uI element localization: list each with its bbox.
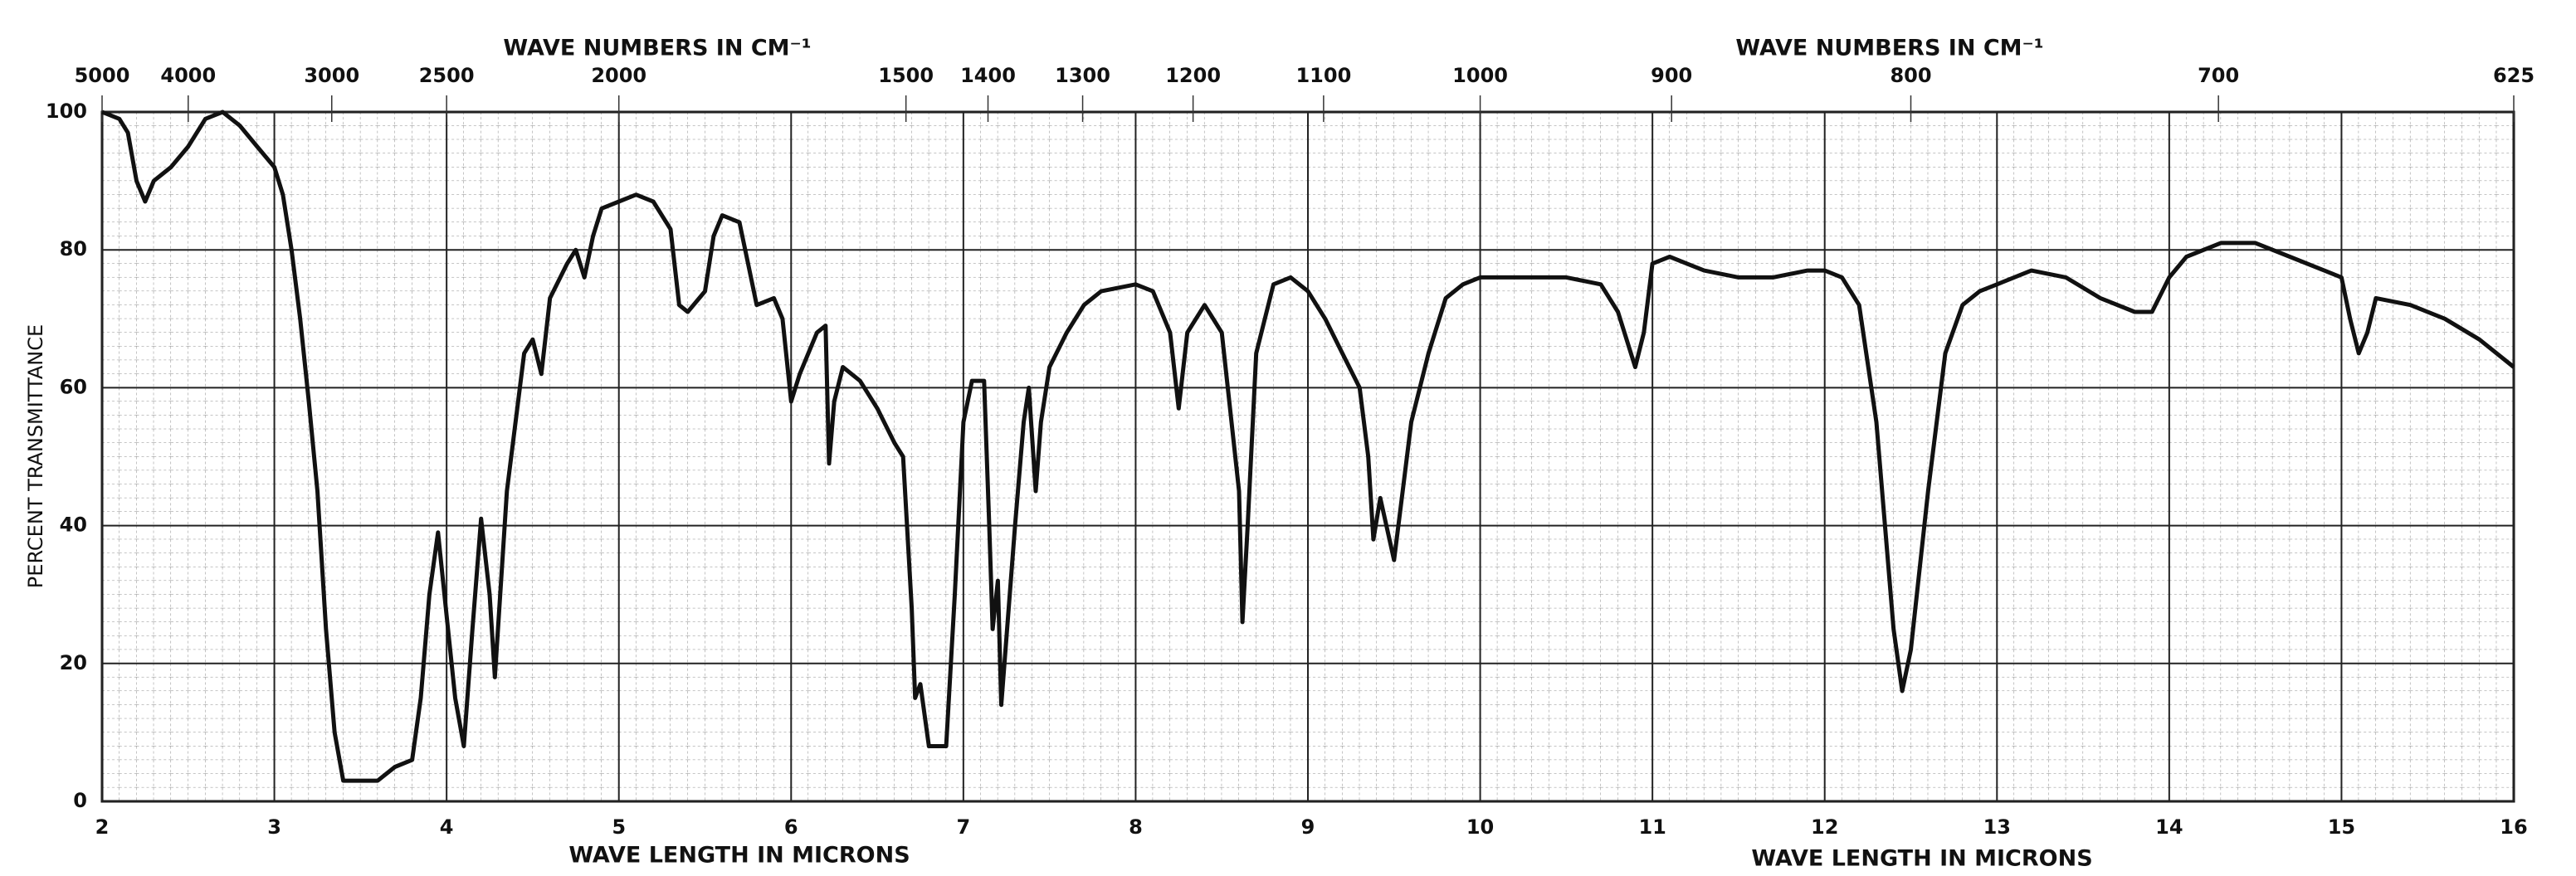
y-tick-label: 100 bbox=[46, 100, 87, 123]
y-tick-label: 40 bbox=[60, 513, 87, 537]
x2-tick-label: 4000 bbox=[160, 64, 216, 87]
x-tick-label: 5 bbox=[612, 815, 626, 839]
y-tick-label: 60 bbox=[60, 375, 87, 398]
x2-tick-label: 625 bbox=[2493, 64, 2535, 87]
x2-tick-label: 3000 bbox=[304, 64, 359, 87]
x-tick-label: 4 bbox=[440, 815, 454, 839]
x2-tick-label: 1000 bbox=[1452, 64, 1508, 87]
x2-tick-label: 2500 bbox=[419, 64, 475, 87]
x2-tick-label: 800 bbox=[1890, 64, 1931, 87]
y-tick-label: 0 bbox=[73, 789, 87, 812]
x-tick-label: 2 bbox=[95, 815, 110, 839]
x-tick-label: 6 bbox=[784, 815, 798, 839]
x-tick-label: 14 bbox=[2155, 815, 2183, 839]
x2-axis-label: WAVE NUMBERS IN CM⁻¹ bbox=[503, 36, 811, 61]
x-tick-label: 16 bbox=[2500, 815, 2527, 839]
x-tick-label: 15 bbox=[2328, 815, 2355, 839]
x2-tick-label: 1100 bbox=[1295, 64, 1351, 87]
x2-tick-label: 1300 bbox=[1055, 64, 1110, 87]
x-tick-label: 3 bbox=[267, 815, 281, 839]
x2-tick-label: 1400 bbox=[960, 64, 1016, 87]
x-tick-label: 11 bbox=[1638, 815, 1666, 839]
x-axis-label: WAVE LENGTH IN MICRONS bbox=[568, 843, 910, 869]
x-tick-label: 13 bbox=[1983, 815, 2011, 839]
x-axis-label: WAVE LENGTH IN MICRONS bbox=[1751, 846, 2092, 872]
y-tick-label: 80 bbox=[60, 237, 87, 260]
x2-tick-label: 700 bbox=[2198, 64, 2239, 87]
x2-tick-label: 2000 bbox=[591, 64, 646, 87]
y-axis-label: PERCENT TRANSMITTANCE bbox=[24, 324, 47, 588]
x-tick-label: 9 bbox=[1301, 815, 1315, 839]
x2-tick-label: 5000 bbox=[75, 64, 130, 87]
x-tick-label: 10 bbox=[1466, 815, 1494, 839]
y-tick-label: 20 bbox=[60, 651, 87, 674]
x-tick-label: 7 bbox=[957, 815, 971, 839]
x2-axis-label: WAVE NUMBERS IN CM⁻¹ bbox=[1735, 36, 2043, 61]
x2-tick-label: 1200 bbox=[1165, 64, 1221, 87]
x2-tick-label: 1500 bbox=[878, 64, 934, 87]
spectrum-line bbox=[101, 110, 2515, 783]
x2-tick-label: 900 bbox=[1651, 64, 1692, 87]
x-tick-label: 12 bbox=[1811, 815, 1838, 839]
x-tick-label: 8 bbox=[1129, 815, 1143, 839]
